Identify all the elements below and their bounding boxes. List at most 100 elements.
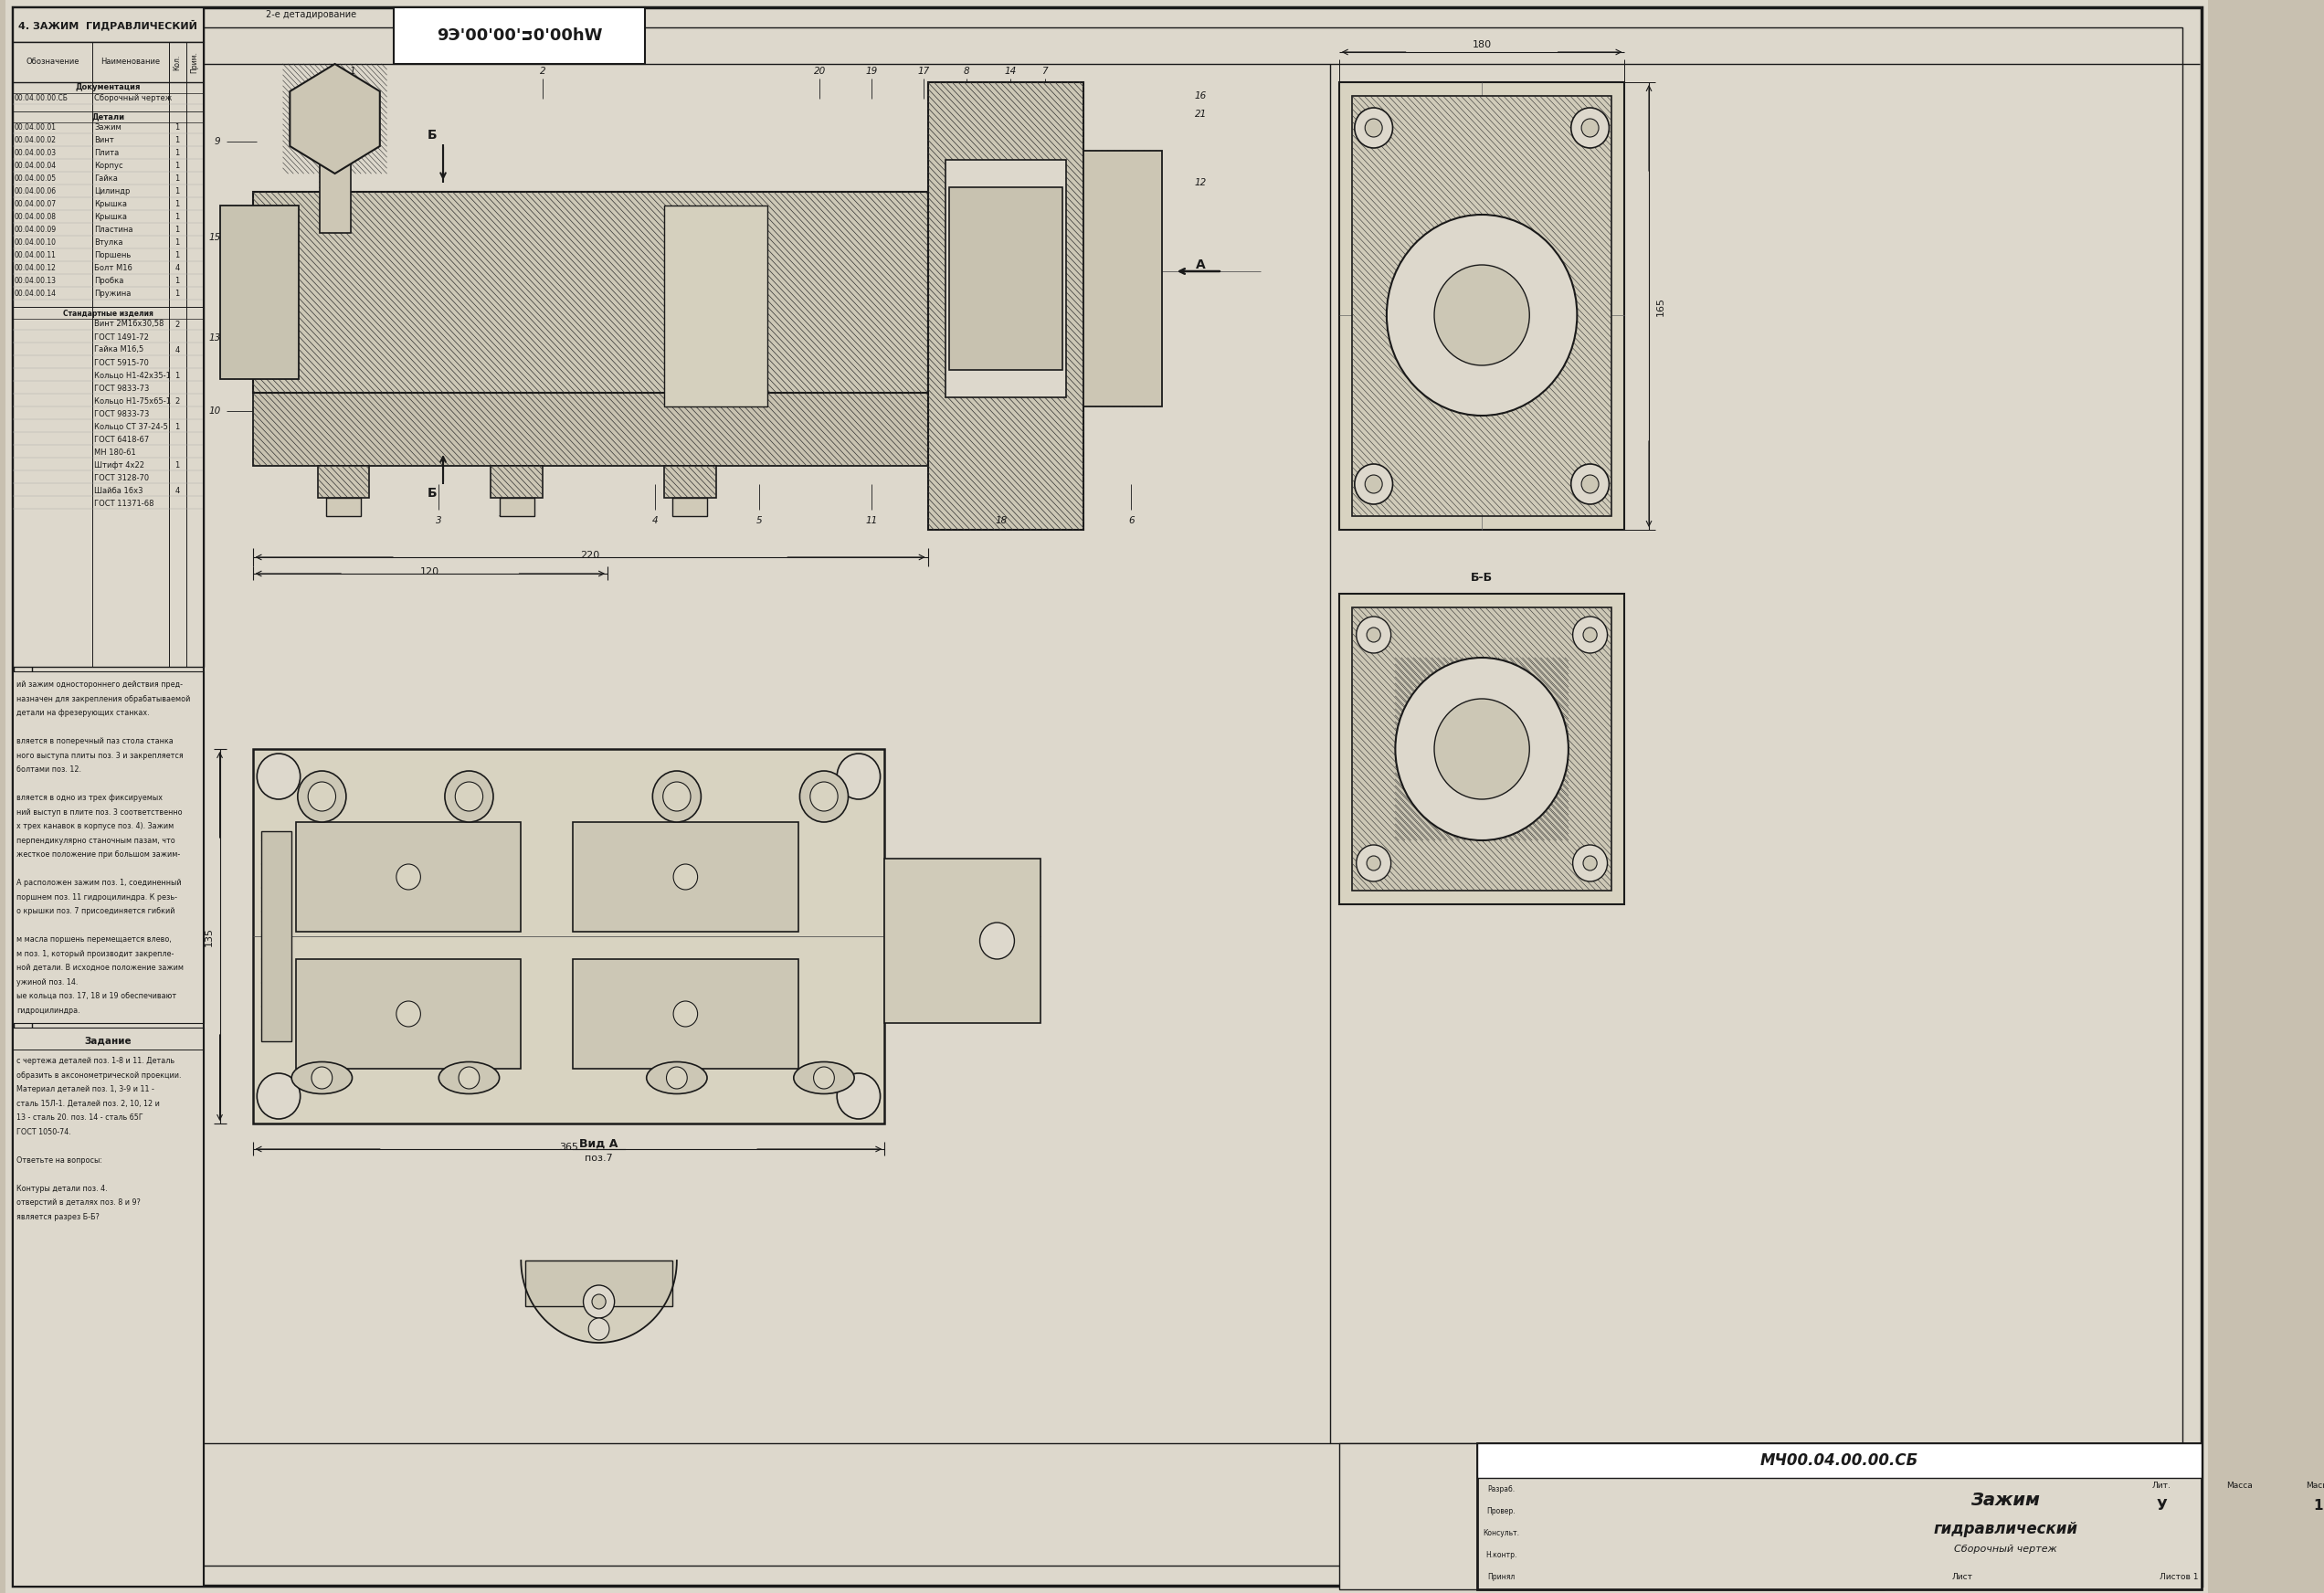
Text: Документация: Документация <box>74 83 142 92</box>
Text: 00.04.00.10: 00.04.00.10 <box>14 239 56 247</box>
Text: 00.04.00.02: 00.04.00.02 <box>14 137 56 145</box>
Circle shape <box>1571 108 1608 148</box>
Bar <box>1478 1443 2201 1590</box>
Text: 00.04.00.03: 00.04.00.03 <box>14 150 56 158</box>
Bar <box>574 822 797 932</box>
Text: 365: 365 <box>560 1142 579 1152</box>
Bar <box>927 83 1083 530</box>
Text: Винт: Винт <box>95 137 114 145</box>
Text: назначен для закрепления обрабатываемой: назначен для закрепления обрабатываемой <box>16 695 191 703</box>
Ellipse shape <box>646 1063 706 1094</box>
Text: детали на фрезерующих станках.: детали на фрезерующих станках. <box>16 709 149 717</box>
Circle shape <box>1364 475 1383 494</box>
Text: 4. ЗАЖИМ  ГИДРАВЛИЧЕСКИЙ: 4. ЗАЖИМ ГИДРАВЛИЧЕСКИЙ <box>19 19 198 30</box>
Polygon shape <box>521 1260 676 1343</box>
Text: Вид А: Вид А <box>579 1137 618 1150</box>
Text: 00.04.00.14: 00.04.00.14 <box>14 290 56 298</box>
Text: Стандартные изделия: Стандартные изделия <box>63 309 153 317</box>
Text: 6: 6 <box>1127 516 1134 526</box>
Text: 13: 13 <box>209 333 221 342</box>
Ellipse shape <box>290 1063 353 1094</box>
Text: 2-е детадирование: 2-е детадирование <box>265 10 356 19</box>
Text: ГОСТ 3128-70: ГОСТ 3128-70 <box>95 473 149 481</box>
Text: Зажим: Зажим <box>95 124 121 132</box>
Text: вляется в одно из трех фиксируемых: вляется в одно из трех фиксируемых <box>16 793 163 801</box>
Text: 20: 20 <box>813 67 825 76</box>
Circle shape <box>1367 628 1380 642</box>
Text: ГОСТ 11371-68: ГОСТ 11371-68 <box>95 499 153 508</box>
Text: 2: 2 <box>174 397 179 405</box>
Circle shape <box>662 782 690 811</box>
Text: Масштаб: Масштаб <box>2305 1481 2324 1489</box>
Bar <box>295 822 521 932</box>
Text: 1: 1 <box>174 213 179 221</box>
Text: МН 180-61: МН 180-61 <box>95 448 137 456</box>
Circle shape <box>1580 119 1599 137</box>
Text: 1: 1 <box>174 371 179 379</box>
Text: Кольцо СТ 37-24-5: Кольцо СТ 37-24-5 <box>95 422 167 430</box>
Text: Провер.: Провер. <box>1487 1507 1515 1515</box>
Bar <box>14 41 202 667</box>
Bar <box>253 191 927 393</box>
Text: Масса: Масса <box>2226 1481 2252 1489</box>
Bar <box>1339 1443 1478 1590</box>
Circle shape <box>297 771 346 822</box>
Circle shape <box>1394 658 1569 841</box>
Text: 8: 8 <box>964 67 969 76</box>
Text: Подпись: Подпись <box>1673 1462 1706 1470</box>
Bar <box>318 159 351 233</box>
Text: 1: 1 <box>174 422 179 430</box>
Text: перпендикулярно станочным пазам, что: перпендикулярно станочным пазам, что <box>16 836 174 844</box>
Circle shape <box>1571 464 1608 505</box>
Text: 19: 19 <box>865 67 878 76</box>
Text: 1: 1 <box>174 162 179 170</box>
Text: ГОСТ 9833-73: ГОСТ 9833-73 <box>95 409 149 417</box>
Circle shape <box>1357 844 1392 881</box>
Text: Прим.: Прим. <box>191 51 200 73</box>
Text: Дата: Дата <box>1741 1462 1759 1470</box>
Circle shape <box>1364 119 1383 137</box>
Bar <box>525 1260 672 1306</box>
Text: Детали: Детали <box>91 113 125 121</box>
Text: 1: 1 <box>174 252 179 260</box>
Text: вляется в поперечный паз стола станка: вляется в поперечный паз стола станка <box>16 738 174 746</box>
Text: Б: Б <box>428 487 437 500</box>
Text: Винт 2М16х30,58: Винт 2М16х30,58 <box>95 320 165 328</box>
Text: является разрез Б-Б?: является разрез Б-Б? <box>16 1212 100 1220</box>
Text: 11: 11 <box>865 516 878 526</box>
Text: 1: 1 <box>174 137 179 145</box>
Text: 135: 135 <box>205 927 214 946</box>
Circle shape <box>1583 628 1597 642</box>
Text: Цилиндр: Цилиндр <box>95 188 130 196</box>
Text: 220: 220 <box>581 551 600 559</box>
Bar <box>1339 594 1624 905</box>
Text: 17: 17 <box>918 67 930 76</box>
Text: ые кольца поз. 17, 18 и 19 обеспечивают: ые кольца поз. 17, 18 и 19 обеспечивают <box>16 992 177 1000</box>
Bar <box>1353 96 1613 516</box>
Circle shape <box>593 1294 607 1309</box>
Ellipse shape <box>439 1063 500 1094</box>
Circle shape <box>444 771 493 822</box>
Text: Крышка: Крышка <box>95 201 128 209</box>
Text: с чертежа деталей поз. 1-8 и 11. Деталь: с чертежа деталей поз. 1-8 и 11. Деталь <box>16 1056 174 1066</box>
Bar <box>325 499 360 516</box>
Text: Кольцо Н1-75х65-1: Кольцо Н1-75х65-1 <box>95 397 172 405</box>
Text: гидроцилиндра.: гидроцилиндра. <box>16 1007 79 1015</box>
Text: отверстий в деталях поз. 8 и 9?: отверстий в деталях поз. 8 и 9? <box>16 1198 139 1206</box>
Circle shape <box>1357 616 1392 653</box>
Circle shape <box>1355 464 1392 505</box>
Text: Листов 1: Листов 1 <box>2159 1572 2199 1580</box>
Bar <box>221 205 297 379</box>
Circle shape <box>674 1000 697 1026</box>
Text: А расположен зажим поз. 1, соединенный: А расположен зажим поз. 1, соединенный <box>16 879 181 887</box>
Text: 180: 180 <box>1471 40 1492 49</box>
Text: ного выступа плиты поз. 3 и закрепляется: ного выступа плиты поз. 3 и закрепляется <box>16 752 184 760</box>
Bar <box>490 465 541 499</box>
Circle shape <box>258 753 300 800</box>
Text: м масла поршень перемещается влево,: м масла поршень перемещается влево, <box>16 935 172 943</box>
Text: 2: 2 <box>539 67 546 76</box>
Circle shape <box>458 1067 479 1088</box>
Text: 00.04.00.05: 00.04.00.05 <box>14 175 56 183</box>
Text: 00.04.00.04: 00.04.00.04 <box>14 162 56 170</box>
Bar <box>1339 83 1624 530</box>
